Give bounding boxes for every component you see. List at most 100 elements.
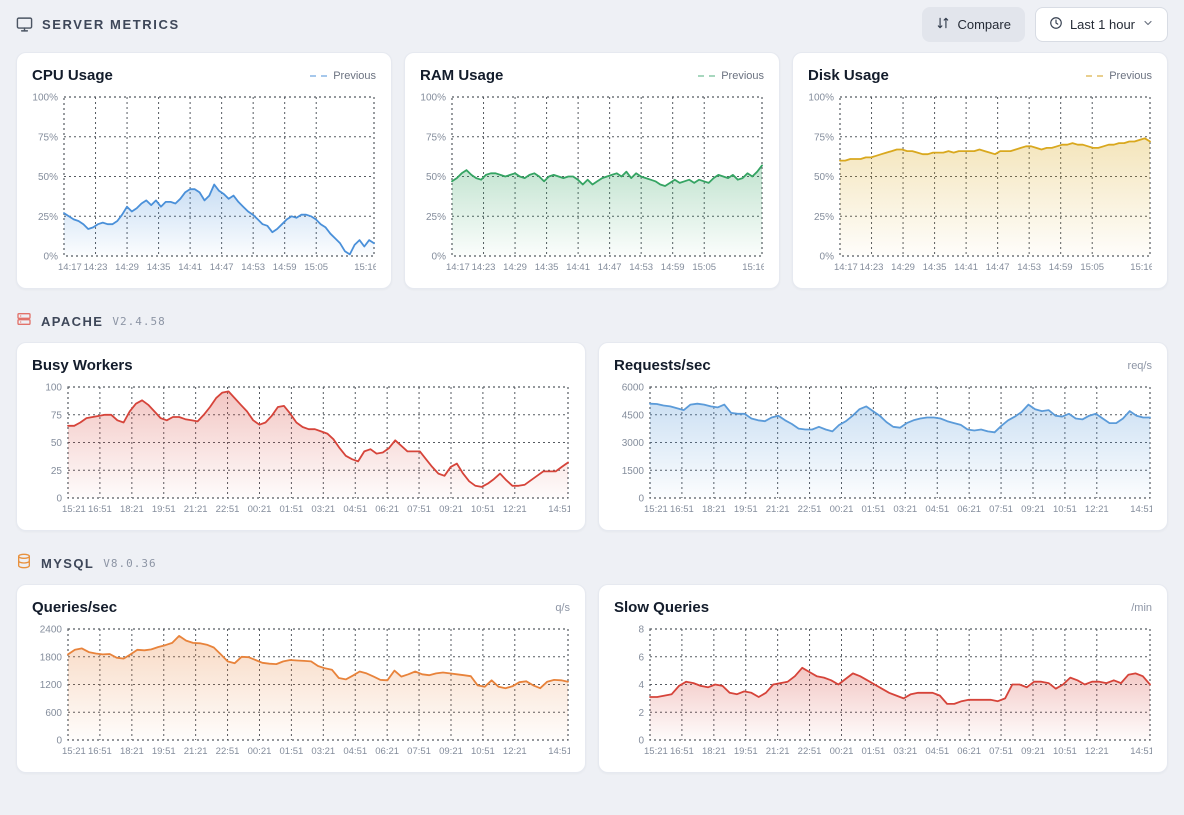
chart-card-ram: RAM Usage Previous 0% 25% 50% 75% 100% 14:17 1… <box>404 52 780 289</box>
svg-text:15:16: 15:16 <box>1130 262 1152 273</box>
cpu-usage-chart[interactable]: 0% 25% 50% 75% 100% 14:17 14:23 14:29 14:35 14:41… <box>32 92 376 276</box>
server-icon <box>16 311 32 332</box>
svg-text:01:51: 01:51 <box>280 504 304 515</box>
svg-text:06:21: 06:21 <box>957 746 981 757</box>
svg-text:19:51: 19:51 <box>152 746 176 757</box>
ram-usage-chart[interactable]: 0% 25% 50% 75% 100% 14:17 14:23 14:29 14:35 14:41… <box>420 92 764 276</box>
legend-dash-icon <box>310 74 328 77</box>
svg-text:14:51: 14:51 <box>1130 504 1152 515</box>
chart-unit: /min <box>1131 601 1152 614</box>
svg-text:1500: 1500 <box>622 466 645 477</box>
svg-text:1200: 1200 <box>40 680 63 691</box>
page-title: SERVER METRICS <box>42 16 180 32</box>
svg-text:14:29: 14:29 <box>503 262 527 273</box>
svg-text:25%: 25% <box>814 212 834 223</box>
chart-unit: q/s <box>555 601 570 614</box>
svg-text:25%: 25% <box>38 212 58 223</box>
chart-title: Slow Queries <box>614 599 710 616</box>
svg-text:22:51: 22:51 <box>798 504 822 515</box>
svg-text:15:05: 15:05 <box>692 262 716 273</box>
svg-text:14:51: 14:51 <box>548 746 570 757</box>
svg-text:14:23: 14:23 <box>472 262 496 273</box>
svg-text:00:21: 00:21 <box>248 746 272 757</box>
slow-queries-chart[interactable]: 0 2 4 6 8 15:21 16:51 18:21 19:51 21:21 22:51 00:21… <box>614 624 1152 760</box>
time-range-dropdown[interactable]: Last 1 hour <box>1034 6 1168 42</box>
svg-text:600: 600 <box>45 708 62 719</box>
svg-text:75%: 75% <box>814 132 834 143</box>
previous-legend: Previous <box>698 70 764 82</box>
svg-text:06:21: 06:21 <box>375 504 399 515</box>
svg-text:14:59: 14:59 <box>1049 262 1073 273</box>
chart-title: Queries/sec <box>32 599 118 616</box>
section-version: V2.4.58 <box>112 315 166 328</box>
apache-metrics-row: Busy Workers 0 25 50 75 100 15:21 16:51 18:21 19… <box>16 342 1168 531</box>
svg-text:50: 50 <box>51 438 63 449</box>
svg-text:0%: 0% <box>432 252 447 263</box>
svg-text:25%: 25% <box>426 212 446 223</box>
chart-card-disk: Disk Usage Previous 0% 25% 50% 75% 100% 14:17… <box>792 52 1168 289</box>
svg-text:22:51: 22:51 <box>216 746 240 757</box>
svg-text:09:21: 09:21 <box>1021 746 1045 757</box>
svg-text:14:51: 14:51 <box>1130 746 1152 757</box>
svg-text:18:21: 18:21 <box>120 504 144 515</box>
svg-text:75%: 75% <box>426 132 446 143</box>
queries-sec-chart[interactable]: 0 600 1200 1800 2400 15:21 16:51 18:21 19:51 21:2… <box>32 624 570 760</box>
svg-text:14:17: 14:17 <box>446 262 470 273</box>
svg-text:14:29: 14:29 <box>115 262 139 273</box>
svg-text:18:21: 18:21 <box>702 746 726 757</box>
svg-text:4: 4 <box>638 680 644 691</box>
chart-title: Requests/sec <box>614 357 711 374</box>
svg-text:00:21: 00:21 <box>248 504 272 515</box>
svg-text:10:51: 10:51 <box>471 746 495 757</box>
busy-workers-chart[interactable]: 0 25 50 75 100 15:21 16:51 18:21 19:51 21:21 22:51… <box>32 382 570 518</box>
svg-text:21:21: 21:21 <box>766 746 790 757</box>
chart-title: Busy Workers <box>32 357 133 374</box>
disk-usage-chart[interactable]: 0% 25% 50% 75% 100% 14:17 14:23 14:29 14:35 14:41… <box>808 92 1152 276</box>
svg-text:04:51: 04:51 <box>925 504 949 515</box>
svg-text:21:21: 21:21 <box>184 504 208 515</box>
svg-text:06:21: 06:21 <box>375 746 399 757</box>
svg-text:07:51: 07:51 <box>989 746 1013 757</box>
svg-text:100%: 100% <box>32 93 58 104</box>
svg-text:100%: 100% <box>808 93 834 104</box>
svg-text:14:23: 14:23 <box>84 262 108 273</box>
svg-text:50%: 50% <box>814 172 834 183</box>
svg-text:01:51: 01:51 <box>862 504 886 515</box>
sort-arrows-icon <box>936 16 950 33</box>
requests-sec-chart[interactable]: 0 1500 3000 4500 6000 15:21 16:51 18:21 19:51 21:… <box>614 382 1152 518</box>
svg-text:03:21: 03:21 <box>893 504 917 515</box>
svg-text:8: 8 <box>638 625 644 636</box>
svg-text:12:21: 12:21 <box>503 504 527 515</box>
section-name: MYSQL <box>41 556 95 571</box>
svg-text:18:21: 18:21 <box>120 746 144 757</box>
svg-text:4500: 4500 <box>622 410 645 421</box>
svg-text:01:51: 01:51 <box>862 746 886 757</box>
legend-dash-icon <box>1086 74 1104 77</box>
svg-text:15:05: 15:05 <box>1080 262 1104 273</box>
chart-card-requests: Requests/sec req/s 0 1500 3000 4500 6000 15:2… <box>598 342 1168 531</box>
svg-text:1800: 1800 <box>40 652 63 663</box>
svg-text:14:47: 14:47 <box>986 262 1010 273</box>
svg-text:07:51: 07:51 <box>407 504 431 515</box>
system-metrics-row: CPU Usage Previous 0% 25% 50% 75% 100% 14:17 1… <box>16 52 1168 289</box>
chart-card-cpu: CPU Usage Previous 0% 25% 50% 75% 100% 14:17 1… <box>16 52 392 289</box>
svg-text:15:21: 15:21 <box>644 504 668 515</box>
svg-text:50%: 50% <box>426 172 446 183</box>
topbar: SERVER METRICS Compare Last 1 hour <box>16 0 1168 48</box>
chart-title: Disk Usage <box>808 67 889 84</box>
svg-text:19:51: 19:51 <box>734 746 758 757</box>
svg-text:14:35: 14:35 <box>535 262 559 273</box>
svg-text:16:51: 16:51 <box>88 504 112 515</box>
section-version: V8.0.36 <box>103 557 157 570</box>
svg-text:2: 2 <box>638 708 644 719</box>
legend-dash-icon <box>698 74 716 77</box>
svg-text:22:51: 22:51 <box>798 746 822 757</box>
svg-text:22:51: 22:51 <box>216 504 240 515</box>
svg-text:0%: 0% <box>44 252 59 263</box>
compare-button[interactable]: Compare <box>922 6 1025 42</box>
clock-icon <box>1049 16 1063 33</box>
svg-text:04:51: 04:51 <box>343 746 367 757</box>
svg-text:10:51: 10:51 <box>1053 504 1077 515</box>
svg-text:12:21: 12:21 <box>503 746 527 757</box>
svg-text:14:41: 14:41 <box>566 262 590 273</box>
